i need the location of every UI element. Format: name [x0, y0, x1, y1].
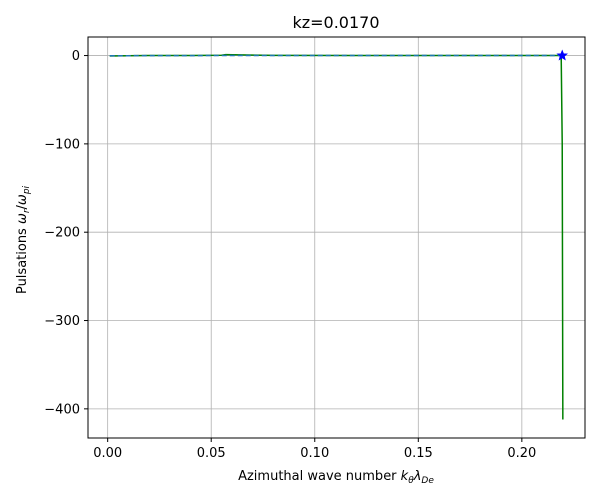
- markers-group: [556, 49, 569, 61]
- x-tick-label: 0.10: [300, 446, 329, 461]
- x-tick-label: 0.20: [507, 446, 536, 461]
- y-tick-label: −300: [44, 314, 80, 329]
- y-tick-label: 0: [72, 49, 80, 64]
- plot-frame: [87, 36, 586, 439]
- chart-title: kz=0.0170: [292, 13, 379, 32]
- y-tick-label: −400: [44, 402, 80, 417]
- x-axis-label: Azimuthal wave number kθλDe: [238, 469, 434, 486]
- x-tick-label: 0.15: [404, 446, 433, 461]
- y-tick-label: −200: [44, 226, 80, 241]
- x-tick-label: 0.05: [197, 446, 226, 461]
- series-line-0: [109, 53, 564, 420]
- x-ticks: 0.00 0.05 0.10 0.15 0.20: [93, 438, 536, 461]
- grid: [88, 37, 585, 438]
- y-axis-label: Pulsations ωr/ωpi: [15, 185, 32, 294]
- x-tick-label: 0.00: [93, 446, 122, 461]
- series-group: [109, 53, 564, 420]
- star-marker-0: [556, 49, 569, 61]
- y-tick-label: −100: [44, 137, 80, 152]
- y-ticks: 0 −100 −200 −300 −400: [44, 49, 88, 417]
